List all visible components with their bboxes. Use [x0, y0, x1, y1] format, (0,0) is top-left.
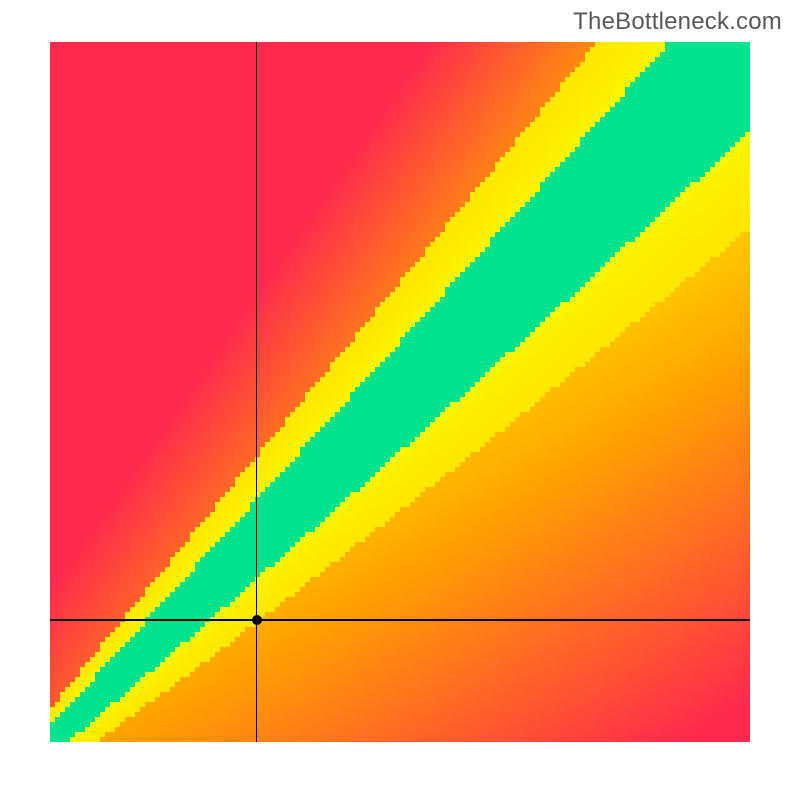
bottleneck-heatmap [50, 42, 750, 742]
watermark-label: TheBottleneck.com [573, 8, 782, 36]
heatmap-canvas [50, 42, 750, 742]
